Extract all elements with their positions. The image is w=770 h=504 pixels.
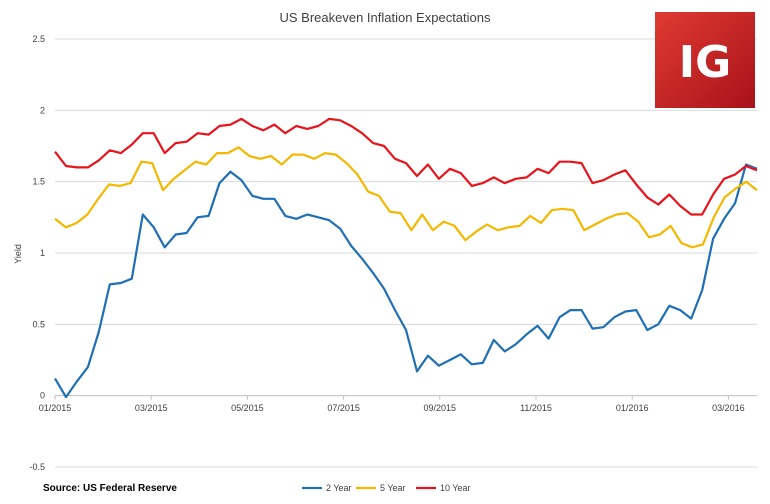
logo-background <box>655 12 755 108</box>
y-tick-label: -0.5 <box>29 462 45 472</box>
y-tick-label: 2.5 <box>32 34 45 44</box>
x-tick-label: 03/2015 <box>135 403 168 413</box>
y-axis-ticks: 2.5 2 1.5 1 0.5 0 -0.5 <box>29 34 45 472</box>
y-tick-label: 1 <box>40 248 45 258</box>
logo-text: IG <box>679 37 732 88</box>
legend-label-5-year: 5 Year <box>380 483 406 493</box>
x-tick-label: 01/2016 <box>616 403 649 413</box>
x-tick-label: 07/2015 <box>327 403 360 413</box>
x-tick-label: 03/2016 <box>712 403 745 413</box>
series-line-2-year <box>54 163 758 399</box>
chart-title: US Breakeven Inflation Expectations <box>279 10 491 25</box>
series-line-5-year <box>54 146 758 249</box>
y-axis-label: Yield <box>13 244 23 264</box>
x-tick-label: 01/2015 <box>39 403 72 413</box>
legend: 2 Year 5 Year 10 Year <box>302 483 471 493</box>
x-tick-label: 09/2015 <box>424 403 457 413</box>
x-tick-label: 11/2015 <box>520 403 552 413</box>
x-tick-label: 05/2015 <box>231 403 264 413</box>
y-tick-label: 1.5 <box>32 177 45 187</box>
y-tick-label: 0.5 <box>32 319 45 329</box>
y-tick-label: 0 <box>40 391 45 401</box>
x-axis-ticks: 01/2015 03/2015 05/2015 07/2015 09/2015 11/20… <box>39 395 745 413</box>
legend-label-10-year: 10 Year <box>440 483 471 493</box>
y-tick-label: 2 <box>40 105 45 115</box>
legend-label-2-year: 2 Year <box>326 483 352 493</box>
source-note: Source: US Federal Reserve <box>43 483 177 494</box>
ig-logo: IG <box>655 12 755 108</box>
series-lines <box>54 117 758 399</box>
series-line-10-year <box>54 117 758 216</box>
